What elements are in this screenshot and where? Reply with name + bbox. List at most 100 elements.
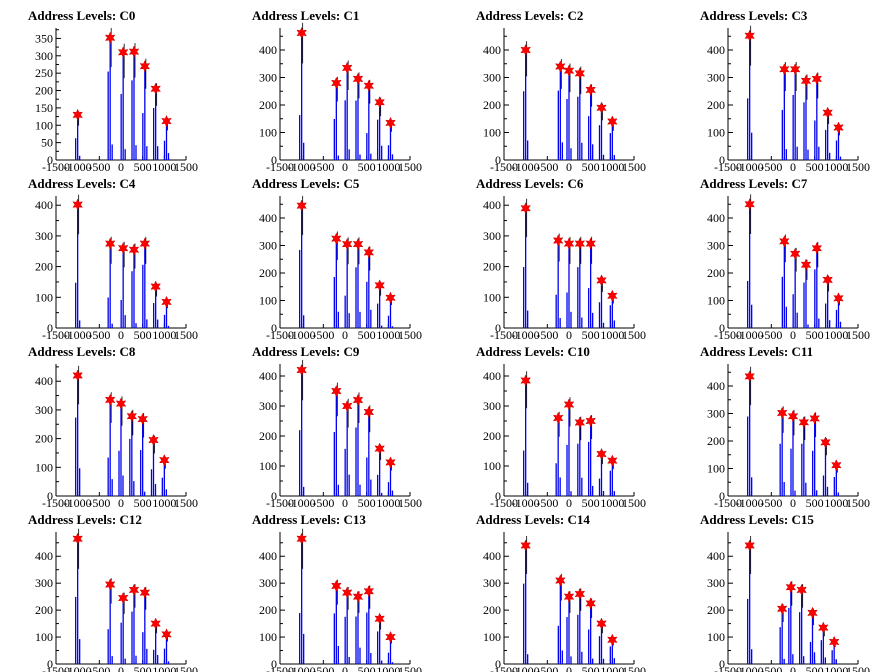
x-tick-label: -500	[760, 496, 782, 510]
x-tick-label: 500	[358, 664, 376, 672]
x-tick-label: -1500	[266, 160, 294, 174]
peak-marker	[352, 72, 364, 85]
x-tick-label: -500	[536, 160, 558, 174]
peak-marker	[563, 237, 575, 250]
y-tick-label: 0	[47, 489, 53, 503]
peak-marker	[607, 633, 618, 646]
x-tick-label: 1500	[622, 496, 646, 510]
y-tick-label: 200	[35, 432, 53, 446]
x-tick-label: 1500	[398, 328, 422, 342]
x-tick-label: 1000	[152, 496, 176, 510]
peak-marker	[776, 406, 788, 420]
chart-title: Address Levels: C4	[28, 176, 136, 191]
y-tick-label: 300	[707, 407, 725, 421]
x-tick-label: 1500	[846, 328, 870, 342]
peak-marker	[72, 532, 83, 545]
x-tick-label: 1500	[846, 160, 870, 174]
x-tick-label: 1500	[622, 664, 646, 672]
chart-title: Address Levels: C12	[28, 512, 142, 527]
x-tick-label: 1000	[376, 496, 400, 510]
peak-marker	[744, 539, 755, 552]
peak-marker	[779, 63, 790, 76]
x-tick-label: 500	[806, 160, 824, 174]
x-tick-label: -500	[312, 664, 334, 672]
x-tick-label: 0	[790, 328, 796, 342]
y-tick-label: 0	[271, 321, 277, 335]
x-tick-label: 500	[358, 160, 376, 174]
peak-marker	[128, 243, 140, 256]
y-tick-label: 150	[35, 101, 53, 115]
y-tick-label: 100	[707, 126, 725, 140]
y-tick-label: 200	[35, 603, 53, 617]
peak-marker	[807, 606, 818, 619]
chart-title: Address Levels: C14	[476, 512, 590, 527]
y-tick-label: 100	[35, 460, 53, 474]
x-tick-label: 0	[118, 160, 124, 174]
peak-marker	[607, 115, 618, 128]
peak-marker	[115, 397, 127, 410]
peak-marker	[811, 72, 823, 85]
x-tick-label: 1000	[600, 160, 624, 174]
peak-marker	[563, 64, 575, 77]
chart-title: Address Levels: C13	[252, 512, 366, 527]
y-tick-label: 100	[483, 290, 501, 304]
x-tick-label: -1000	[736, 664, 764, 672]
x-tick-label: -1500	[42, 664, 70, 672]
x-tick-label: -1000	[64, 328, 92, 342]
peak-marker	[385, 456, 396, 469]
y-tick-label: 300	[35, 403, 53, 417]
x-tick-label: 1500	[846, 496, 870, 510]
y-tick-label: 300	[259, 71, 277, 85]
x-tick-label: -1500	[42, 160, 70, 174]
peak-marker	[596, 101, 607, 114]
y-tick-label: 100	[35, 118, 53, 132]
peak-marker	[139, 586, 151, 599]
peak-marker	[104, 393, 116, 406]
y-tick-label: 200	[259, 98, 277, 112]
chart-title: Address Levels: C0	[28, 8, 135, 23]
peak-marker	[104, 578, 116, 591]
x-tick-label: -1500	[266, 664, 294, 672]
chart-title: Address Levels: C8	[28, 344, 136, 359]
chart-title: Address Levels: C2	[476, 8, 583, 23]
x-tick-label: -1500	[714, 496, 742, 510]
x-tick-label: 500	[582, 664, 600, 672]
chart-title: Address Levels: C15	[700, 512, 814, 527]
y-tick-label: 200	[259, 266, 277, 280]
x-tick-label: 1000	[600, 496, 624, 510]
x-tick-label: 1000	[824, 328, 848, 342]
peak-marker	[296, 363, 307, 377]
peak-marker	[385, 116, 396, 129]
y-tick-label: 300	[483, 399, 501, 413]
peak-marker	[831, 459, 842, 472]
x-tick-label: 0	[566, 496, 572, 510]
y-tick-label: 400	[259, 369, 277, 383]
chart-panel: Address Levels: C5 0 100 200 300 400 -1500-100…	[252, 176, 422, 342]
x-tick-label: 1500	[398, 496, 422, 510]
peak-marker	[117, 591, 129, 605]
peak-marker	[331, 579, 342, 592]
x-tick-label: 500	[134, 664, 152, 672]
x-tick-label: 0	[118, 664, 124, 672]
peak-marker	[822, 273, 833, 286]
peak-marker	[363, 246, 375, 259]
peak-marker	[800, 74, 812, 87]
x-tick-label: 1000	[376, 160, 400, 174]
x-tick-label: 0	[118, 496, 124, 510]
x-tick-label: 1500	[622, 160, 646, 174]
peak-marker	[331, 384, 342, 398]
y-tick-label: 250	[35, 66, 53, 80]
chart-panel: Address Levels: C6 0 100 200 300 400 -1500-100…	[476, 176, 646, 342]
peak-marker	[744, 370, 755, 383]
y-tick-label: 200	[707, 603, 725, 617]
x-tick-label: -1500	[266, 328, 294, 342]
x-tick-label: -1500	[714, 664, 742, 672]
x-tick-label: 500	[134, 160, 152, 174]
peak-marker	[798, 416, 810, 429]
peak-marker	[585, 237, 596, 250]
y-tick-label: 0	[271, 489, 277, 503]
x-tick-label: -500	[760, 160, 782, 174]
x-tick-label: -500	[536, 496, 558, 510]
x-tick-label: 1500	[174, 664, 198, 672]
x-tick-label: 500	[358, 328, 376, 342]
